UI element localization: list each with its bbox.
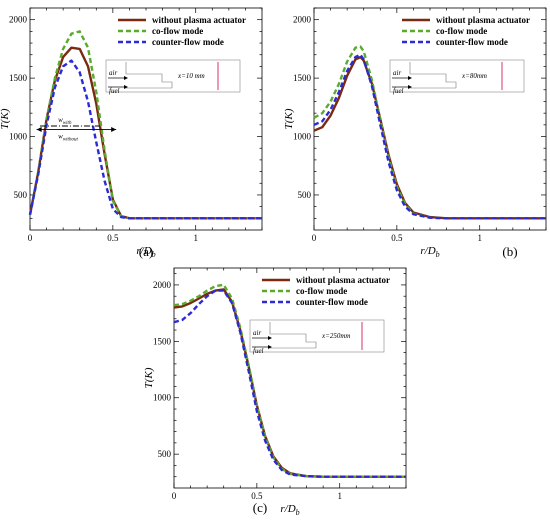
fuel-arrow-head — [268, 345, 272, 349]
y-tick-label: 2000 — [9, 15, 28, 25]
y-tick-label: 500 — [298, 190, 312, 200]
air-arrow-head — [268, 336, 272, 340]
legend-label: co-flow mode — [152, 26, 203, 36]
inset-position-label: x=80mm — [461, 72, 487, 80]
width-annotation: wwith wwithout — [36, 116, 117, 143]
legend-label: co-flow mode — [436, 26, 487, 36]
inset-schematic: air fuel x=10 mm — [105, 59, 241, 95]
series-line-counter-flow — [313, 53, 546, 220]
w-with-label: wwith — [58, 116, 72, 126]
legend-label: without plasma actuator — [296, 275, 390, 285]
air-arrow-head — [124, 76, 128, 80]
y-tick-label: 1500 — [153, 336, 172, 346]
y-tick-label: 1500 — [293, 73, 312, 83]
series-line-counter-flow — [28, 59, 262, 220]
w-arrow-right — [111, 127, 117, 133]
x-axis-label: r/Db — [420, 245, 439, 259]
inset-fuel-label: fuel — [253, 347, 264, 355]
w-without-label: wwithout — [58, 133, 78, 143]
y-axis-label: T(K) — [283, 108, 295, 129]
legend-label: without plasma actuator — [152, 15, 246, 25]
series-line-co-flow — [173, 283, 406, 478]
air-arrow-head — [408, 76, 412, 80]
panel-label: (b) — [502, 244, 517, 259]
x-tick-label: 0 — [312, 233, 317, 243]
y-tick-label: 1500 — [9, 73, 28, 83]
x-tick-label: 0.5 — [391, 233, 403, 243]
x-tick-label: 0 — [172, 491, 177, 501]
inset-air-label: air — [393, 69, 401, 77]
legend-label: co-flow mode — [296, 286, 347, 296]
inset-geometry — [125, 62, 173, 88]
fuel-arrow-head — [408, 85, 412, 89]
panel-label: (a) — [139, 244, 153, 259]
w-arrow-left — [36, 127, 42, 133]
x-tick-label: 1 — [193, 233, 198, 243]
legend-label: counter-flow mode — [152, 37, 224, 47]
panel-label: (c) — [253, 500, 267, 515]
x-tick-label: 0.5 — [107, 233, 119, 243]
y-tick-label: 2000 — [153, 280, 172, 290]
series-line-without — [173, 288, 406, 478]
inset-fuel-label: fuel — [393, 87, 404, 95]
legend-label: counter-flow mode — [436, 37, 508, 47]
inset-fuel-label: fuel — [109, 87, 120, 95]
x-axis-label: r/Db — [280, 503, 299, 517]
series-line-counter-flow — [173, 289, 406, 478]
y-tick-label: 500 — [14, 190, 28, 200]
x-axis-label: r/Db — [136, 245, 155, 259]
x-tick-label: 1 — [477, 233, 482, 243]
x-tick-label: 0 — [28, 233, 33, 243]
inset-air-label: air — [109, 69, 117, 77]
inset-schematic: air fuel x=80mm — [389, 59, 525, 95]
inset-schematic: air fuel x=250mm — [249, 319, 385, 355]
y-tick-label: 1000 — [9, 132, 28, 142]
y-axis-label: T(K) — [0, 108, 11, 129]
inset-geometry — [269, 322, 317, 348]
inset-position-label: x=10 mm — [177, 72, 205, 80]
y-tick-label: 1000 — [293, 132, 312, 142]
fuel-arrow-head — [124, 85, 128, 89]
inset-geometry — [409, 62, 457, 88]
x-tick-label: 1 — [337, 491, 342, 501]
inset-air-label: air — [253, 329, 261, 337]
y-tick-label: 2000 — [293, 15, 312, 25]
x-tick-label: 0.5 — [251, 491, 263, 501]
legend-label: without plasma actuator — [436, 15, 530, 25]
inset-position-label: x=250mm — [321, 332, 350, 340]
y-tick-label: 1000 — [153, 393, 172, 403]
legend-label: counter-flow mode — [296, 297, 368, 307]
y-tick-label: 500 — [158, 449, 172, 459]
y-axis-label: T(K) — [143, 367, 155, 388]
